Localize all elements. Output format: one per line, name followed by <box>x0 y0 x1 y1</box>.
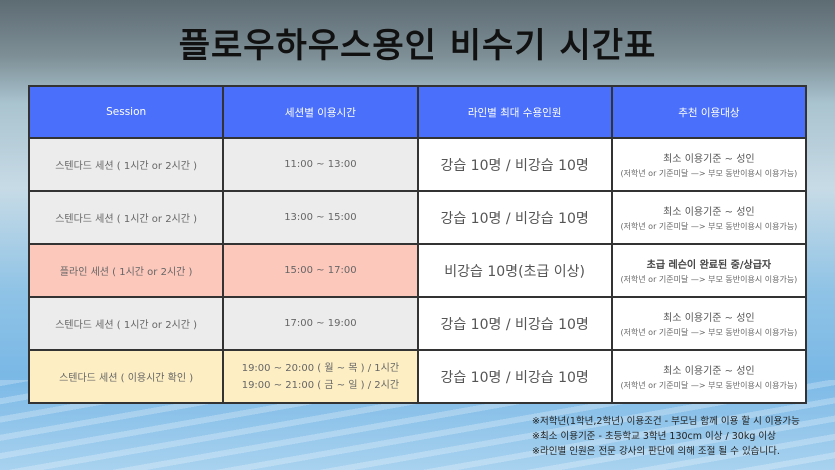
target-text: 최소 이용기준 ~ 성인 <box>663 207 755 218</box>
time-cell: 11:00 ~ 13:00 <box>222 137 419 192</box>
table-row: 스텐다드 세션 ( 이용시간 확인 ) 19:00 ~ 20:00 ( 월 ~ … <box>27 349 808 404</box>
target-text: 초급 레슨이 완료된 중/상급자 <box>646 260 772 271</box>
time-line: 17:00 ~ 19:00 <box>284 318 357 329</box>
time-line: 13:00 ~ 15:00 <box>284 212 357 223</box>
header-time: 세션별 이용시간 <box>222 85 419 139</box>
target-text: 최소 이용기준 ~ 성인 <box>663 366 755 377</box>
time-cell: 17:00 ~ 19:00 <box>222 296 419 351</box>
header-session: Session <box>27 85 225 139</box>
time-cell: 19:00 ~ 20:00 ( 월 ~ 목 ) / 1시간 19:00 ~ 21:… <box>222 349 419 404</box>
target-note: (저학년 or 기준미달 —> 부모 동반이용시 이용가능) <box>620 275 798 284</box>
page-title: 플로우하우스용인 비수기 시간표 <box>178 26 657 66</box>
target-note: (저학년 or 기준미달 —> 부모 동반이용시 이용가능) <box>620 222 798 231</box>
capacity-cell: 강습 10명 / 비강습 10명 <box>416 296 613 351</box>
table-row: 플라인 세션 ( 1시간 or 2시간 ) 15:00 ~ 17:00 비강습 … <box>27 243 808 298</box>
header-target: 추천 이용대상 <box>610 85 808 139</box>
target-cell: 초급 레슨이 완료된 중/상급자 (저학년 or 기준미달 —> 부모 동반이용시… <box>610 243 808 298</box>
time-line: 19:00 ~ 21:00 ( 금 ~ 일 ) / 2시간 <box>241 379 400 391</box>
target-cell: 최소 이용기준 ~ 성인 (저학년 or 기준미달 —> 부모 동반이용시 이용가… <box>610 137 808 192</box>
capacity-cell: 비강습 10명(초급 이상) <box>416 243 613 298</box>
table-row: 스텐다드 세션 ( 1시간 or 2시간 ) 17:00 ~ 19:00 강습 … <box>27 296 808 351</box>
header-capacity: 라인별 최대 수용인원 <box>416 85 613 139</box>
time-line: 19:00 ~ 20:00 ( 월 ~ 목 ) / 1시간 <box>241 362 400 374</box>
capacity-cell: 강습 10명 / 비강습 10명 <box>416 190 613 245</box>
schedule-table: Session 세션별 이용시간 라인별 최대 수용인원 추천 이용대상 스텐다… <box>27 85 808 404</box>
target-note: (저학년 or 기준미달 —> 부모 동반이용시 이용가능) <box>620 381 798 390</box>
target-text: 최소 이용기준 ~ 성인 <box>663 154 755 165</box>
time-line: 15:00 ~ 17:00 <box>284 265 357 276</box>
session-cell: 스텐다드 세션 ( 1시간 or 2시간 ) <box>27 190 225 245</box>
capacity-cell: 강습 10명 / 비강습 10명 <box>416 349 613 404</box>
time-cell: 15:00 ~ 17:00 <box>222 243 419 298</box>
session-cell: 플라인 세션 ( 1시간 or 2시간 ) <box>27 243 225 298</box>
target-cell: 최소 이용기준 ~ 성인 (저학년 or 기준미달 —> 부모 동반이용시 이용가… <box>610 349 808 404</box>
session-cell: 스텐다드 세션 ( 1시간 or 2시간 ) <box>27 296 225 351</box>
note: ※라인별 인원은 전문 강사의 판단에 의해 조절 될 수 있습니다. <box>532 446 780 457</box>
notes: ※저학년(1학년,2학년) 이용조건 - 부모님 함께 이용 할 시 이용가능 … <box>532 414 800 459</box>
time-cell: 13:00 ~ 15:00 <box>222 190 419 245</box>
table-row: 스텐다드 세션 ( 1시간 or 2시간 ) 13:00 ~ 15:00 강습 … <box>27 190 808 245</box>
target-cell: 최소 이용기준 ~ 성인 (저학년 or 기준미달 —> 부모 동반이용시 이용가… <box>610 296 808 351</box>
table-row: 스텐다드 세션 ( 1시간 or 2시간 ) 11:00 ~ 13:00 강습 … <box>27 137 808 192</box>
time-line: 11:00 ~ 13:00 <box>284 159 357 170</box>
session-cell: 스텐다드 세션 ( 이용시간 확인 ) <box>27 349 225 404</box>
capacity-cell: 강습 10명 / 비강습 10명 <box>416 137 613 192</box>
session-cell: 스텐다드 세션 ( 1시간 or 2시간 ) <box>27 137 225 192</box>
note: ※저학년(1학년,2학년) 이용조건 - 부모님 함께 이용 할 시 이용가능 <box>532 416 800 427</box>
target-note: (저학년 or 기준미달 —> 부모 동반이용시 이용가능) <box>620 169 798 178</box>
target-text: 최소 이용기준 ~ 성인 <box>663 313 755 324</box>
target-cell: 최소 이용기준 ~ 성인 (저학년 or 기준미달 —> 부모 동반이용시 이용가… <box>610 190 808 245</box>
note: ※최소 이용기준 - 초등학교 3학년 130cm 이상 / 30kg 이상 <box>532 431 776 442</box>
target-note: (저학년 or 기준미달 —> 부모 동반이용시 이용가능) <box>620 328 798 337</box>
